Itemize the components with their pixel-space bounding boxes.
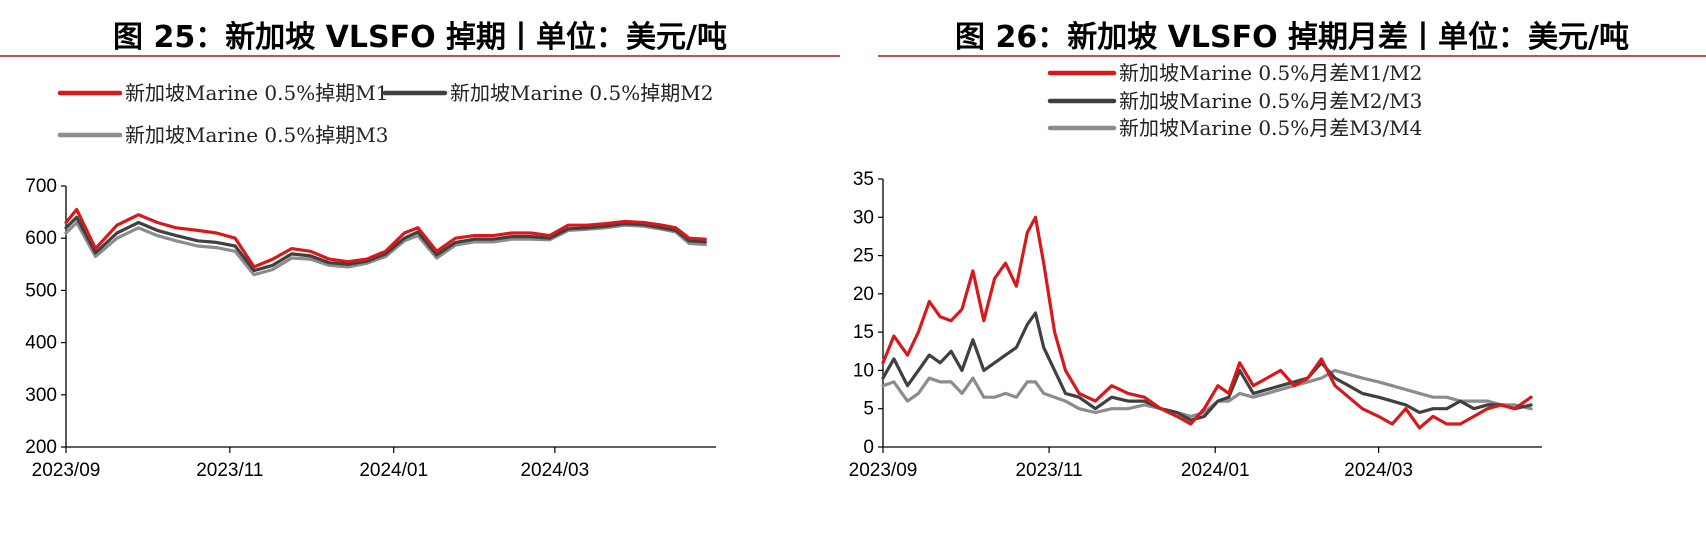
chart-panel-swap: 图 25：新加坡 VLSFO 掉期丨单位：美元/吨 200 300 400 500 60… [0,0,840,543]
x-tick-label: 2024/01 [359,460,428,481]
x-tick-label: 2023/11 [1015,460,1082,481]
y-tick-label: 200 [25,437,57,458]
y-tick-label: 10 [853,360,874,381]
series-line-1 [881,215,1533,430]
x-tick-label: 2023/09 [32,460,101,481]
legend-label-2: 新加坡Marine 0.5%掉期M2 [450,81,713,105]
legend-label-1: 新加坡Marine 0.5%月差M1/M2 [1119,61,1422,85]
x-tick-label: 2024/03 [1344,460,1413,481]
series-line-1 [64,207,707,269]
legend-label-3: 新加坡Marine 0.5%掉期M3 [125,123,388,147]
y-tick-label: 30 [853,207,874,228]
x-tick-label: 2024/03 [520,460,589,481]
x-tick-label: 2024/01 [1181,460,1250,481]
series-line-2 [64,215,707,273]
chart-swap-svg: 200 300 400 500 600 700 2023/09 2023/11 2024/01 2… [25,81,716,481]
legend-label-2: 新加坡Marine 0.5%月差M2/M3 [1119,89,1422,113]
y-tick-label: 35 [853,169,874,190]
series-line-3 [881,368,1533,418]
y-tick-label: 700 [25,176,57,197]
chart-title: 图 26：新加坡 VLSFO 掉期月差丨单位：美元/吨 [955,20,1629,55]
y-tick-label: 5 [863,399,874,420]
y-tick-label: 15 [853,322,874,343]
y-tick-label: 300 [25,385,57,406]
y-tick-label: 25 [853,246,874,267]
legend-label-3: 新加坡Marine 0.5%月差M3/M4 [1119,116,1422,140]
chart-spread-svg: 0 5 10 15 20 25 30 35 2023/09 2023/11 2024/01 2024/… [849,61,1542,481]
y-tick-label: 20 [853,284,874,305]
y-tick-label: 400 [25,333,57,354]
x-tick-label: 2023/09 [849,460,918,481]
title-rule [878,55,1706,57]
y-tick-label: 500 [25,280,57,301]
series-line-2 [881,311,1533,422]
chart-title: 图 25：新加坡 VLSFO 掉期丨单位：美元/吨 [113,20,727,55]
chart-panel-spread: 图 26：新加坡 VLSFO 掉期月差丨单位：美元/吨 0 5 10 15 20 25 30… [849,0,1706,543]
y-tick-label: 0 [863,437,874,458]
title-rule [0,55,840,57]
y-tick-label: 600 [25,228,57,249]
legend-label-1: 新加坡Marine 0.5%掉期M1 [125,81,388,105]
x-tick-label: 2023/11 [196,460,263,481]
